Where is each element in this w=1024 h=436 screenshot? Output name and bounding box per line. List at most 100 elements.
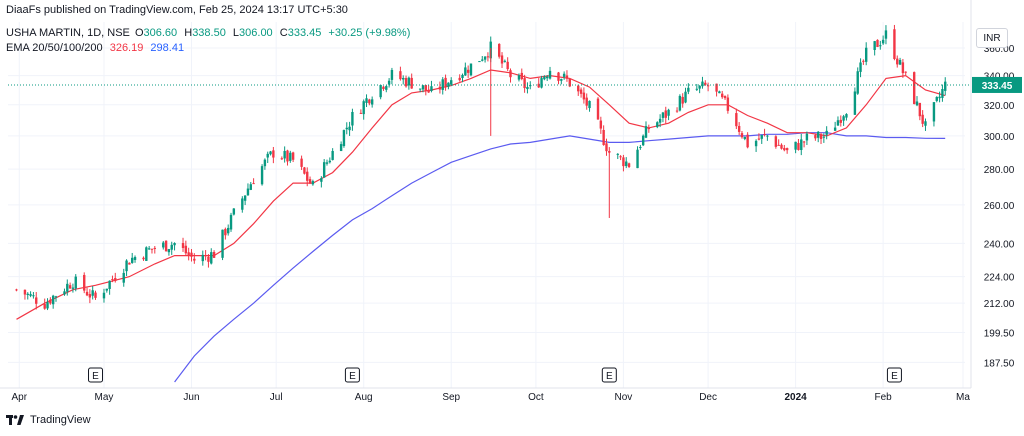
candle-body xyxy=(921,114,924,124)
candle-body xyxy=(842,116,845,121)
candle-body xyxy=(836,120,840,126)
candle-body xyxy=(695,88,699,90)
candle-body xyxy=(410,77,413,89)
earnings-marker-box xyxy=(344,367,360,383)
candle-body xyxy=(893,29,896,59)
candle-body xyxy=(548,70,552,79)
y-tick-label: 280.00 xyxy=(984,165,1015,176)
symbol-row: USHA MARTIN, 1D, NSE O306.60 H338.50 L30… xyxy=(6,27,410,39)
candle-body xyxy=(266,153,269,158)
time-axis[interactable]: Apr May Jun Jul Aug Sep Oct Nov Dec 2024 Feb Ma xyxy=(0,387,971,403)
candle-body xyxy=(622,157,625,167)
candle-body xyxy=(517,75,521,80)
candle-body xyxy=(32,295,35,297)
ema20-line-group xyxy=(16,69,946,320)
candle-body xyxy=(424,85,428,91)
candle-body xyxy=(147,248,151,250)
last-price-label-bg xyxy=(972,76,1022,93)
candle-body xyxy=(503,60,507,62)
candle-body xyxy=(399,71,402,80)
candle-body xyxy=(342,130,346,147)
candle-body xyxy=(853,91,857,115)
candle-body xyxy=(105,288,109,291)
candle-body xyxy=(458,77,461,81)
candle-body xyxy=(862,60,865,62)
candle-body xyxy=(272,150,275,158)
candle-body xyxy=(300,158,303,167)
candle-body xyxy=(814,135,817,139)
candle-body xyxy=(339,144,343,152)
candle-body xyxy=(879,45,882,47)
candle-body xyxy=(721,93,724,98)
high-value: 338.50 xyxy=(192,27,226,39)
candle-body xyxy=(616,153,619,155)
candle-body xyxy=(881,39,885,44)
candle-body xyxy=(684,91,687,103)
candle-body xyxy=(636,149,639,169)
candle-body xyxy=(328,160,332,163)
candle-body xyxy=(915,101,919,106)
candle-body xyxy=(289,152,292,161)
earnings-marker-label: E xyxy=(92,371,99,382)
candle-body xyxy=(351,111,354,126)
candle-body xyxy=(385,86,388,90)
candle-body xyxy=(644,126,648,138)
candle-body xyxy=(345,127,348,130)
candle-body xyxy=(390,69,394,80)
candle-body xyxy=(260,166,264,185)
candle-body xyxy=(562,73,566,77)
tradingview-footer[interactable]: TradingView xyxy=(6,414,91,426)
candle-body xyxy=(102,292,106,299)
last-price-label: 333.45 xyxy=(982,81,1013,92)
candle-body xyxy=(66,283,69,292)
candle-body xyxy=(125,260,128,272)
candle-body xyxy=(588,100,591,109)
earnings-marker-label: E xyxy=(606,371,613,382)
candle-body xyxy=(402,77,405,80)
candle-body xyxy=(15,289,18,291)
candle-body xyxy=(464,67,467,76)
candle-body xyxy=(29,294,32,296)
candle-body xyxy=(526,87,529,90)
candle-body xyxy=(170,244,173,250)
candle-body xyxy=(370,99,374,105)
candle-body xyxy=(543,76,546,80)
candle-body xyxy=(469,63,473,76)
candle-body xyxy=(935,97,938,101)
candle-body xyxy=(71,287,75,289)
tradingview-logo-icon xyxy=(6,415,24,425)
candle-body xyxy=(757,138,761,140)
candle-body xyxy=(438,86,442,90)
change-value: +30.25 (+9.98%) xyxy=(328,27,411,39)
low-value: 306.00 xyxy=(239,27,273,39)
candle-body xyxy=(873,41,876,50)
currency-button[interactable]: INR xyxy=(976,28,1008,48)
candle-body xyxy=(111,279,114,281)
y-tick-label: 260.00 xyxy=(984,201,1015,212)
candle-body xyxy=(51,295,55,305)
candle-body xyxy=(94,292,97,298)
candle-body xyxy=(568,78,571,87)
candle-body xyxy=(619,156,622,158)
ema-legend[interactable]: EMA 20/50/100/200 326.19 298.41 xyxy=(6,42,184,54)
candle-body xyxy=(639,147,642,149)
symbol-name: USHA MARTIN, 1D, NSE xyxy=(6,27,130,39)
candle-body xyxy=(754,140,758,147)
candle-body xyxy=(322,162,326,178)
x-tick-label: Feb xyxy=(875,392,893,403)
candle-body xyxy=(585,97,588,106)
price-axis[interactable]: 360.00340.00320.00300.00280.00260.00240.… xyxy=(970,0,1015,388)
candle-body xyxy=(667,109,670,116)
tradingview-brand: TradingView xyxy=(30,414,91,426)
candle-body xyxy=(331,150,334,160)
y-tick-label: 360.00 xyxy=(984,44,1015,55)
candle-body xyxy=(63,291,66,295)
candle-body xyxy=(26,293,29,295)
candle-body xyxy=(625,161,628,167)
x-tick-label: Ma xyxy=(956,392,970,403)
candle-body xyxy=(478,61,481,63)
candle-body xyxy=(181,242,185,248)
candle-body xyxy=(269,151,272,155)
candle-body xyxy=(602,129,605,145)
